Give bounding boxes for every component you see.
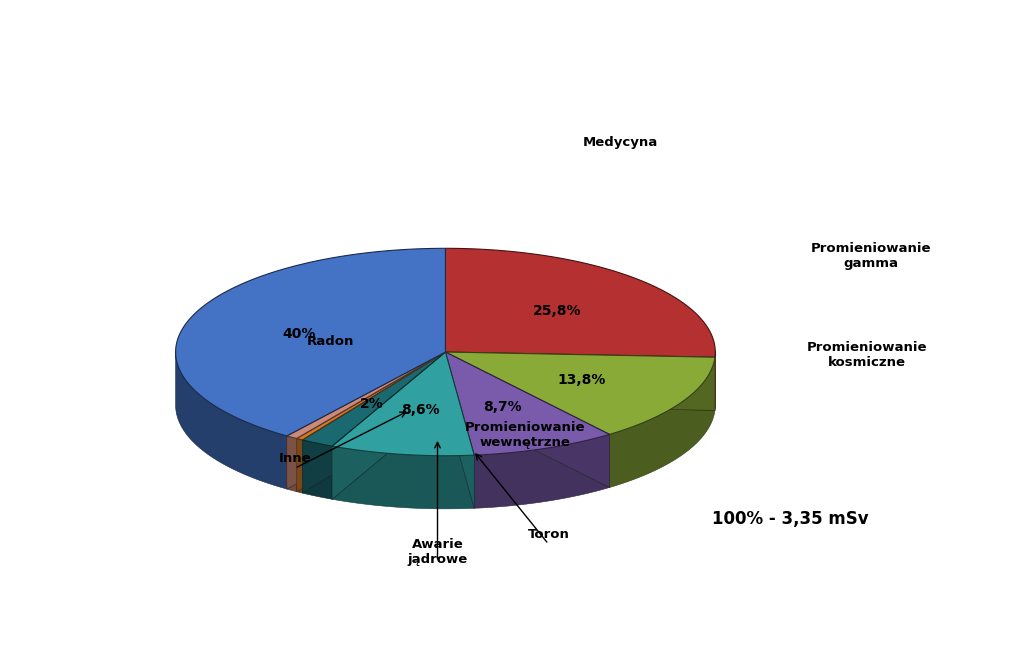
Polygon shape [176, 351, 287, 489]
Polygon shape [609, 357, 715, 487]
Polygon shape [445, 352, 715, 434]
Text: Toron: Toron [527, 528, 569, 541]
Text: Promieniowanie
wewnętrzne: Promieniowanie wewnętrzne [465, 422, 585, 449]
Polygon shape [332, 352, 445, 499]
Polygon shape [302, 352, 445, 493]
Polygon shape [297, 438, 302, 493]
Polygon shape [445, 352, 609, 487]
Polygon shape [474, 434, 609, 509]
Polygon shape [445, 352, 715, 411]
Text: Radon: Radon [306, 336, 354, 348]
Text: 100% - 3,35 mSv: 100% - 3,35 mSv [713, 510, 869, 528]
Polygon shape [297, 352, 445, 491]
Polygon shape [287, 352, 445, 489]
Polygon shape [445, 352, 715, 411]
Polygon shape [297, 352, 445, 491]
Text: 8,7%: 8,7% [483, 400, 522, 414]
Text: Awarie
jądrowe: Awarie jądrowe [408, 538, 468, 566]
Text: Promieniowanie
kosmiczne: Promieniowanie kosmiczne [807, 340, 927, 369]
Polygon shape [287, 352, 445, 438]
Polygon shape [176, 248, 445, 436]
Text: 25,8%: 25,8% [532, 304, 582, 318]
Polygon shape [287, 436, 297, 491]
Polygon shape [445, 248, 715, 357]
Polygon shape [332, 352, 474, 456]
Polygon shape [302, 352, 445, 446]
Text: 2%: 2% [360, 397, 384, 411]
Polygon shape [332, 352, 445, 499]
Text: Inne: Inne [279, 452, 311, 464]
Polygon shape [332, 446, 474, 509]
Polygon shape [445, 352, 609, 487]
Polygon shape [445, 352, 474, 509]
Polygon shape [445, 352, 474, 509]
Text: 40%: 40% [283, 327, 315, 341]
Polygon shape [445, 352, 609, 455]
Polygon shape [287, 352, 445, 489]
Text: Medycyna: Medycyna [583, 135, 657, 148]
Polygon shape [302, 352, 445, 493]
Text: Promieniowanie
gamma: Promieniowanie gamma [811, 242, 931, 270]
Polygon shape [297, 352, 445, 440]
Text: 13,8%: 13,8% [557, 373, 606, 386]
Text: 8,6%: 8,6% [401, 403, 439, 417]
Polygon shape [302, 440, 332, 499]
